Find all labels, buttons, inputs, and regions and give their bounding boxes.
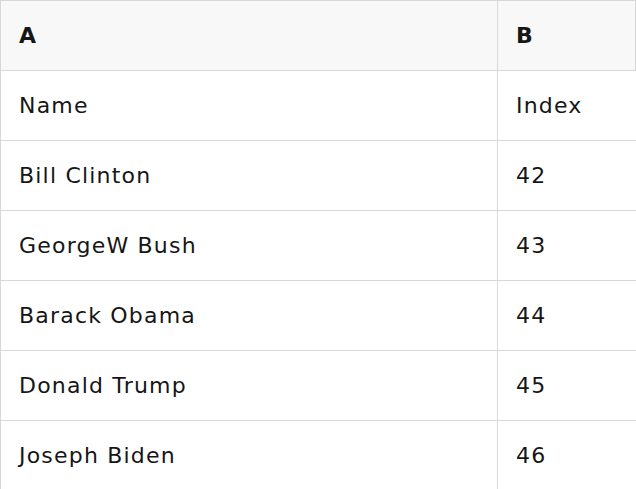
cell[interactable]: Donald Trump [1,351,498,421]
table-row: Barack Obama44 [1,281,636,351]
table-row: NameIndex [1,71,636,141]
cell[interactable]: 46 [498,421,636,489]
table-body: NameIndexBill Clinton42GeorgeW Bush43Bar… [1,71,636,489]
cell[interactable]: Name [1,71,498,141]
column-header-b[interactable]: B [498,1,636,71]
table-row: Bill Clinton42 [1,141,636,211]
cell[interactable]: 44 [498,281,636,351]
cell[interactable]: 43 [498,211,636,281]
cell[interactable]: Bill Clinton [1,141,498,211]
cell[interactable]: Joseph Biden [1,421,498,489]
table-row: GeorgeW Bush43 [1,211,636,281]
cell[interactable]: Barack Obama [1,281,498,351]
column-header-row: A B [1,1,636,71]
column-header-a[interactable]: A [1,1,498,71]
cell[interactable]: Index [498,71,636,141]
cell[interactable]: GeorgeW Bush [1,211,498,281]
table-row: Donald Trump45 [1,351,636,421]
spreadsheet-table: A B NameIndexBill Clinton42GeorgeW Bush4… [0,0,636,489]
cell[interactable]: 42 [498,141,636,211]
table-row: Joseph Biden46 [1,421,636,489]
cell[interactable]: 45 [498,351,636,421]
